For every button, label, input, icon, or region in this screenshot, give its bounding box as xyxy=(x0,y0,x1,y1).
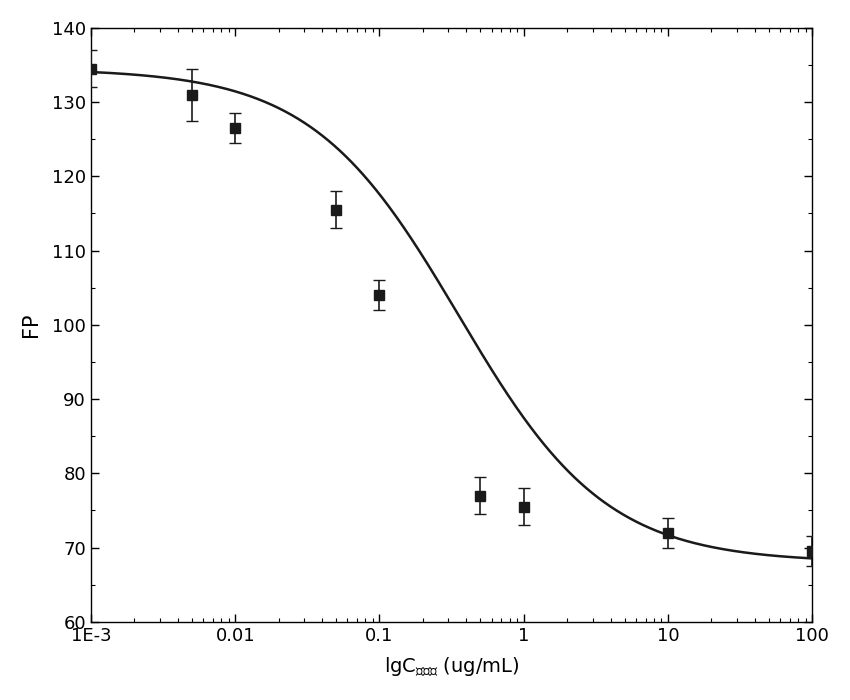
Y-axis label: FP: FP xyxy=(21,313,41,337)
X-axis label: lgC$_{\mathregular{甲萸威}}$ (ug/mL): lgC$_{\mathregular{甲萸威}}$ (ug/mL) xyxy=(384,656,519,679)
